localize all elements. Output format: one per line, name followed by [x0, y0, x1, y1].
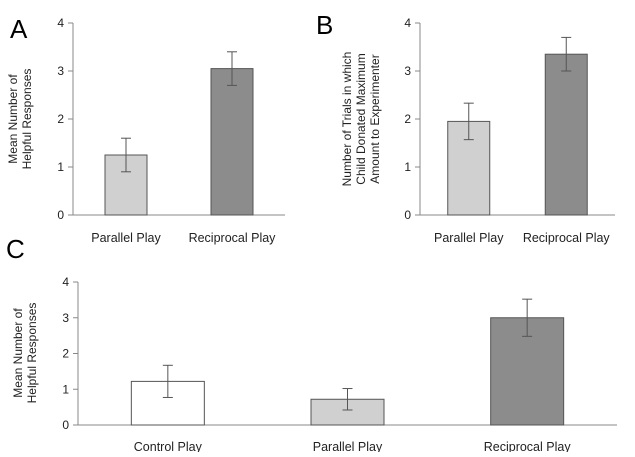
panel-a: A 0 1 2 3 4 Mean Number ofHelpful Responses Pa…	[6, 14, 285, 245]
y-axis-label-line: Mean Number of	[6, 74, 20, 164]
y-tick-label: 4	[57, 16, 64, 30]
category-label: Reciprocal Play	[523, 231, 611, 245]
y-tick-label: 0	[57, 208, 64, 222]
y-tick-label: 3	[57, 64, 64, 78]
y-tick-label: 2	[57, 112, 64, 126]
y-tick-label: 4	[404, 16, 411, 30]
y-axis-label-line: Amount to Experimenter	[368, 54, 382, 183]
bar	[310, 398, 385, 426]
category-label: Parallel Play	[91, 231, 161, 245]
bar	[544, 53, 588, 216]
y-axis-label-line: Number of Trials in which	[340, 52, 354, 187]
y-axis-label: Number of Trials in whichChild Donated M…	[340, 52, 382, 187]
y-tick-label: 0	[62, 418, 69, 432]
y-tick-label: 0	[404, 208, 411, 222]
y-tick-label: 1	[57, 160, 64, 174]
y-axis-label-line: Child Donated Maximum	[354, 53, 368, 184]
bar	[210, 68, 254, 216]
y-tick-label: 2	[404, 112, 411, 126]
panel-letter: A	[10, 14, 28, 44]
y-tick-label: 3	[404, 64, 411, 78]
y-axis-label-line: Helpful Responses	[25, 303, 39, 404]
category-label: Parallel Play	[434, 231, 504, 245]
y-axis-label: Mean Number ofHelpful Responses	[6, 69, 34, 170]
y-tick-label: 3	[62, 311, 69, 325]
category-label: Parallel Play	[313, 440, 383, 452]
panel-letter: B	[316, 10, 333, 40]
y-axis-label-line: Helpful Responses	[20, 69, 34, 170]
y-axis-label: Mean Number ofHelpful Responses	[11, 303, 39, 404]
category-label: Control Play	[134, 440, 203, 452]
y-axis-label-line: Mean Number of	[11, 308, 25, 398]
panel-c: C 0 1 2 3 4 Mean Number ofHelpful Responses Co…	[6, 234, 617, 454]
panel-letter: C	[6, 234, 25, 264]
y-tick-label: 1	[404, 160, 411, 174]
panel-b: B 0 1 2 3 4 Number of Trials in whichChild Do…	[316, 10, 615, 245]
category-label: Reciprocal Play	[484, 440, 572, 452]
y-tick-label: 4	[62, 275, 69, 289]
y-tick-label: 2	[62, 347, 69, 361]
category-label: Reciprocal Play	[189, 231, 277, 245]
y-tick-label: 1	[62, 382, 69, 396]
